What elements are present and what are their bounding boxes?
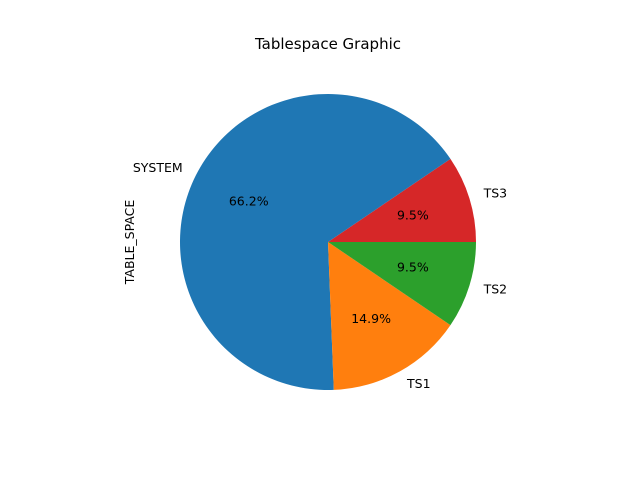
- percent-label-ts1: 14.9%: [351, 311, 391, 326]
- chart-title: Tablespace Graphic: [254, 35, 401, 53]
- percent-label-system: 66.2%: [229, 193, 269, 208]
- y-axis-label: TABLE_SPACE: [122, 200, 137, 286]
- slice-label-ts1: TS1: [406, 376, 431, 391]
- slice-label-system: SYSTEM: [133, 160, 183, 175]
- percent-label-ts2: 9.5%: [397, 260, 429, 275]
- pie-slices: [180, 94, 476, 390]
- percent-label-ts3: 9.5%: [397, 207, 429, 222]
- slice-label-ts2: TS2: [483, 281, 508, 296]
- slice-label-ts3: TS3: [483, 186, 508, 201]
